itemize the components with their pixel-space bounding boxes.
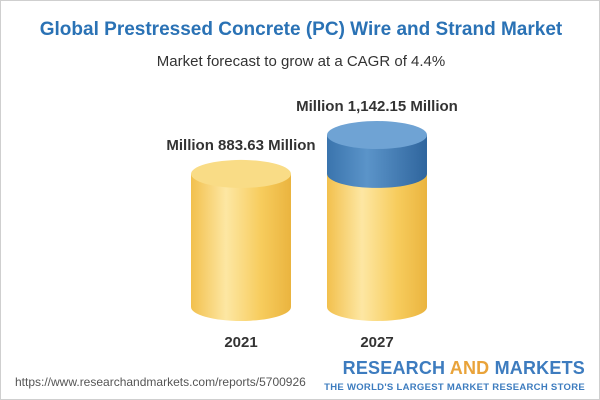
cylinder-top-2027 — [327, 121, 427, 149]
chart-plot: Million 883.63 Million 2021 Million 1,142.… — [166, 98, 457, 351]
label-layer: Million 883.63 Million 2021 Million 1,142.… — [166, 98, 457, 351]
chart-title: Global Prestressed Concrete (PC) Wire an… — [39, 19, 563, 40]
brand-word-and: AND — [449, 358, 490, 378]
brand-word-markets: MARKETS — [489, 358, 585, 378]
category-label-2027: 2027 — [360, 334, 393, 351]
brand-tagline: THE WORLD'S LARGEST MARKET RESEARCH STOR… — [324, 382, 585, 393]
cylinder-base-2027 — [327, 173, 427, 321]
brand-logo[interactable]: RESEARCH AND MARKETS — [343, 358, 585, 379]
data-label-2027: Million 1,142.15 Million — [296, 98, 458, 115]
cylinder-layer — [191, 121, 427, 321]
cylinder-top-2021 — [191, 159, 291, 188]
data-label-2021: Million 883.63 Million — [166, 137, 315, 154]
category-label-2021: 2021 — [224, 334, 257, 351]
chart-subtitle: Market forecast to grow at a CAGR of 4.4… — [156, 53, 446, 70]
brand-word-research: RESEARCH — [342, 358, 450, 378]
source-url[interactable]: https://www.researchandmarkets.com/repor… — [15, 375, 306, 389]
cylinder-growth-2027 — [327, 135, 427, 188]
cylinder-base-2021 — [191, 173, 291, 321]
